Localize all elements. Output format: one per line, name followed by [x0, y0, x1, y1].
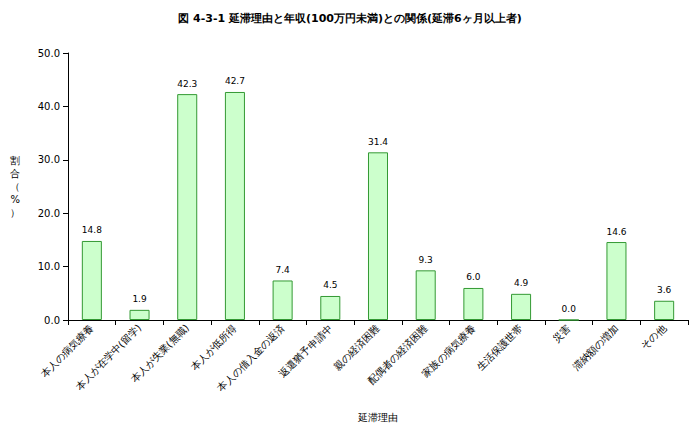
svg-text:1.9: 1.9 — [132, 294, 147, 304]
svg-text:生活保護世帯: 生活保護世帯 — [475, 322, 525, 372]
svg-text:災害: 災害 — [551, 322, 573, 344]
svg-text:7.4: 7.4 — [275, 265, 290, 275]
svg-text:図 4-3-1 延滞理由と年収(100万円未満)との関係(延: 図 4-3-1 延滞理由と年収(100万円未満)との関係(延滞6ヶ月以上者) — [178, 12, 521, 25]
svg-text:31.4: 31.4 — [368, 137, 388, 147]
svg-text:本人が低所得: 本人が低所得 — [189, 322, 239, 372]
svg-text:42.7: 42.7 — [225, 76, 245, 86]
svg-text:30.0: 30.0 — [38, 154, 60, 165]
svg-text:本人の借入金の返済: 本人の借入金の返済 — [215, 322, 286, 393]
svg-text:40.0: 40.0 — [38, 101, 60, 112]
svg-text:9.3: 9.3 — [419, 255, 433, 265]
svg-text:14.6: 14.6 — [606, 227, 626, 237]
svg-text:10.0: 10.0 — [38, 261, 60, 272]
svg-text:本人が在学中(留学): 本人が在学中(留学) — [73, 322, 144, 392]
svg-text:0.0: 0.0 — [44, 315, 60, 326]
svg-text:4.9: 4.9 — [514, 278, 529, 288]
svg-text:）: ） — [10, 207, 20, 218]
svg-text:6.0: 6.0 — [466, 272, 481, 282]
svg-text:合: 合 — [10, 168, 20, 179]
svg-text:返還猶予申請中: 返還猶予申請中 — [277, 322, 334, 379]
svg-text:滞納額の増加: 滞納額の増加 — [570, 322, 620, 372]
svg-text:その他: その他 — [639, 322, 668, 351]
svg-text:0.0: 0.0 — [562, 304, 577, 314]
svg-text:家族の病気療養: 家族の病気療養 — [420, 322, 477, 379]
svg-text:14.8: 14.8 — [82, 225, 102, 235]
svg-text:親の経済困難: 親の経済困難 — [332, 322, 382, 372]
svg-text:割: 割 — [10, 155, 20, 166]
svg-text:3.6: 3.6 — [657, 285, 672, 295]
svg-text:50.0: 50.0 — [38, 48, 60, 59]
svg-text:本人の病気療養: 本人の病気療養 — [38, 322, 96, 380]
svg-text:本人が失業(無職): 本人が失業(無職) — [128, 322, 191, 385]
svg-text:20.0: 20.0 — [38, 208, 60, 219]
svg-text:延滞理由: 延滞理由 — [357, 412, 398, 423]
svg-text:（: （ — [10, 181, 20, 192]
svg-text:4.5: 4.5 — [323, 280, 337, 290]
svg-text:配偶者の経済困難: 配偶者の経済困難 — [365, 322, 429, 386]
svg-text:42.3: 42.3 — [177, 79, 197, 89]
svg-text:%: % — [10, 194, 20, 205]
